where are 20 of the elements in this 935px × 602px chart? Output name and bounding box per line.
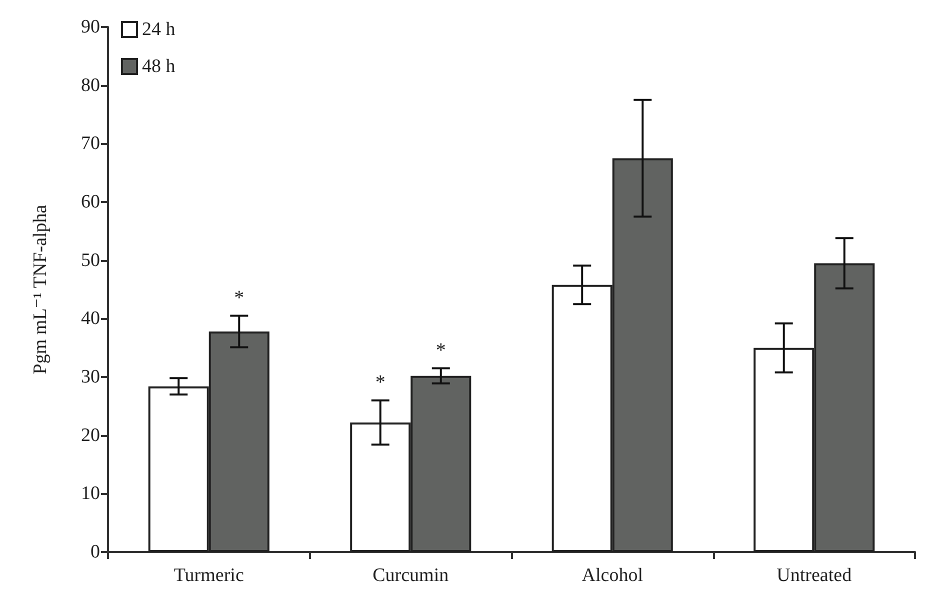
- x-tick-label: Alcohol: [582, 565, 643, 586]
- y-tick-label: 40: [81, 308, 100, 330]
- y-tick-label: 20: [81, 424, 100, 446]
- y-tick-label: 0: [90, 542, 100, 562]
- y-tick-label: 60: [81, 192, 100, 212]
- x-tick-label: Untreated: [776, 565, 852, 586]
- legend-label: 24 h: [142, 19, 176, 40]
- y-tick-label: 90: [81, 16, 100, 38]
- legend-label: 48 h: [142, 56, 176, 77]
- annotation: *: [436, 339, 446, 362]
- annotation: *: [234, 286, 244, 309]
- annotation: *: [375, 371, 386, 394]
- y-tick-label: 70: [81, 133, 100, 154]
- y-tick-label: 10: [81, 483, 100, 504]
- x-tick-label: Turmeric: [174, 565, 244, 586]
- x-tick-label: Curcumin: [372, 565, 450, 586]
- y-tick-label: 50: [81, 250, 100, 271]
- y-tick-label: 30: [81, 366, 100, 388]
- y-axis-title: Pgm mL⁻¹ TNF-alpha: [30, 204, 51, 374]
- y-tick-label: 80: [81, 74, 100, 96]
